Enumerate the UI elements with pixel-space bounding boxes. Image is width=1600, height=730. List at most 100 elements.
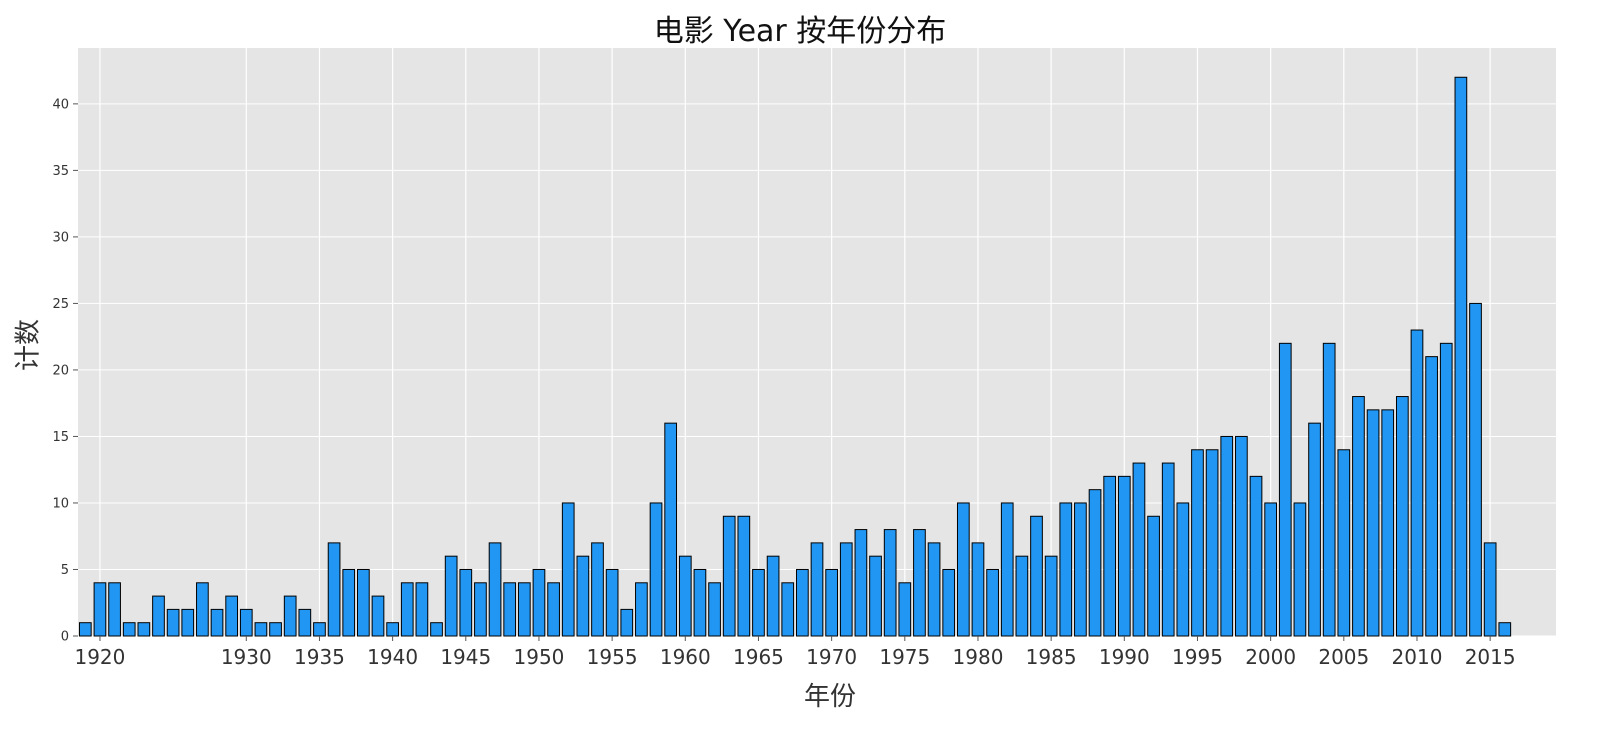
bar <box>737 515 751 637</box>
x-tick-label: 2015 <box>1465 645 1516 669</box>
bar <box>561 502 575 637</box>
bar <box>342 568 356 637</box>
bar <box>283 595 297 637</box>
bar <box>181 608 195 637</box>
bar <box>1103 475 1117 637</box>
bar <box>1249 475 1263 637</box>
bar <box>1147 515 1160 637</box>
bar <box>883 529 897 637</box>
bar <box>474 582 487 637</box>
bar <box>1293 502 1307 637</box>
bar <box>1308 422 1321 637</box>
bar <box>415 582 429 637</box>
bar <box>1205 449 1219 637</box>
bar <box>1015 555 1029 637</box>
x-tick-label: 1960 <box>660 645 711 669</box>
x-tick-label: 1975 <box>879 645 930 669</box>
x-tick-label: 1950 <box>514 645 565 669</box>
bar <box>752 568 765 637</box>
bar <box>1439 342 1453 637</box>
bar <box>869 555 882 637</box>
bar <box>517 582 531 637</box>
x-tick-label: 1980 <box>953 645 1004 669</box>
bar <box>956 502 970 637</box>
chart-title: 电影 Year 按年份分布 <box>653 14 947 49</box>
y-tick-label: 0 <box>61 630 69 645</box>
bar <box>327 542 341 637</box>
y-tick-label: 40 <box>52 97 69 112</box>
y-tick-label: 25 <box>52 297 69 312</box>
bar <box>269 622 282 637</box>
bar <box>547 582 560 637</box>
bar <box>913 529 926 637</box>
bar <box>93 582 107 637</box>
bar <box>1410 329 1424 637</box>
bar <box>371 595 385 637</box>
bar <box>635 582 648 637</box>
bar <box>210 608 224 637</box>
x-axis-label: 年份 <box>803 682 856 712</box>
bar <box>1176 502 1190 637</box>
bar <box>591 542 604 637</box>
bar <box>693 568 707 637</box>
x-tick-label: 1940 <box>367 645 418 669</box>
bar <box>400 582 414 637</box>
bar <box>137 622 151 637</box>
bar <box>459 568 473 637</box>
bar <box>1425 356 1438 637</box>
bar <box>664 422 678 637</box>
bar <box>254 622 268 637</box>
bar <box>1264 502 1277 637</box>
x-tick-label: 1965 <box>733 645 784 669</box>
y-axis-label: 计数 <box>13 318 44 372</box>
bar <box>576 555 590 637</box>
bar <box>1381 409 1395 637</box>
bar <box>1044 555 1058 637</box>
bar <box>766 555 780 637</box>
bar <box>971 542 985 637</box>
bar <box>1498 622 1512 637</box>
bar <box>1469 302 1482 637</box>
bar <box>152 595 165 637</box>
bar <box>825 568 838 637</box>
bar <box>839 542 853 637</box>
bar <box>986 568 999 637</box>
bar <box>122 622 136 637</box>
x-tick-label: 1985 <box>1026 645 1077 669</box>
bar <box>488 542 502 637</box>
bar <box>796 568 809 637</box>
bar <box>708 582 721 637</box>
bar <box>1059 502 1073 637</box>
x-tick-label: 2000 <box>1245 645 1296 669</box>
y-tick-label: 20 <box>52 363 69 378</box>
x-tick-label: 1935 <box>294 645 345 669</box>
bar <box>1132 462 1146 637</box>
bar <box>722 515 736 637</box>
bar <box>1454 76 1468 637</box>
bar <box>1117 475 1131 637</box>
y-tick-label: 5 <box>61 563 69 578</box>
bar <box>1337 449 1351 637</box>
x-tick-label: 1970 <box>806 645 857 669</box>
bar <box>225 595 239 637</box>
x-tick-label: 1990 <box>1099 645 1150 669</box>
bar <box>649 502 663 637</box>
bar <box>1030 515 1043 637</box>
bar <box>1220 435 1234 637</box>
bar <box>444 555 458 637</box>
bar <box>357 568 370 637</box>
x-tick-label: 1995 <box>1172 645 1223 669</box>
x-tick-label: 1955 <box>587 645 638 669</box>
bar <box>898 582 912 637</box>
bar <box>1235 435 1248 637</box>
bar <box>678 555 692 637</box>
x-tick-label: 2010 <box>1392 645 1443 669</box>
bar <box>1322 342 1336 637</box>
bar <box>503 582 517 637</box>
bar <box>78 622 92 637</box>
y-tick-label: 30 <box>52 230 69 245</box>
y-tick-label: 10 <box>52 496 69 511</box>
bar <box>942 568 956 637</box>
x-tick-label: 2005 <box>1318 645 1369 669</box>
